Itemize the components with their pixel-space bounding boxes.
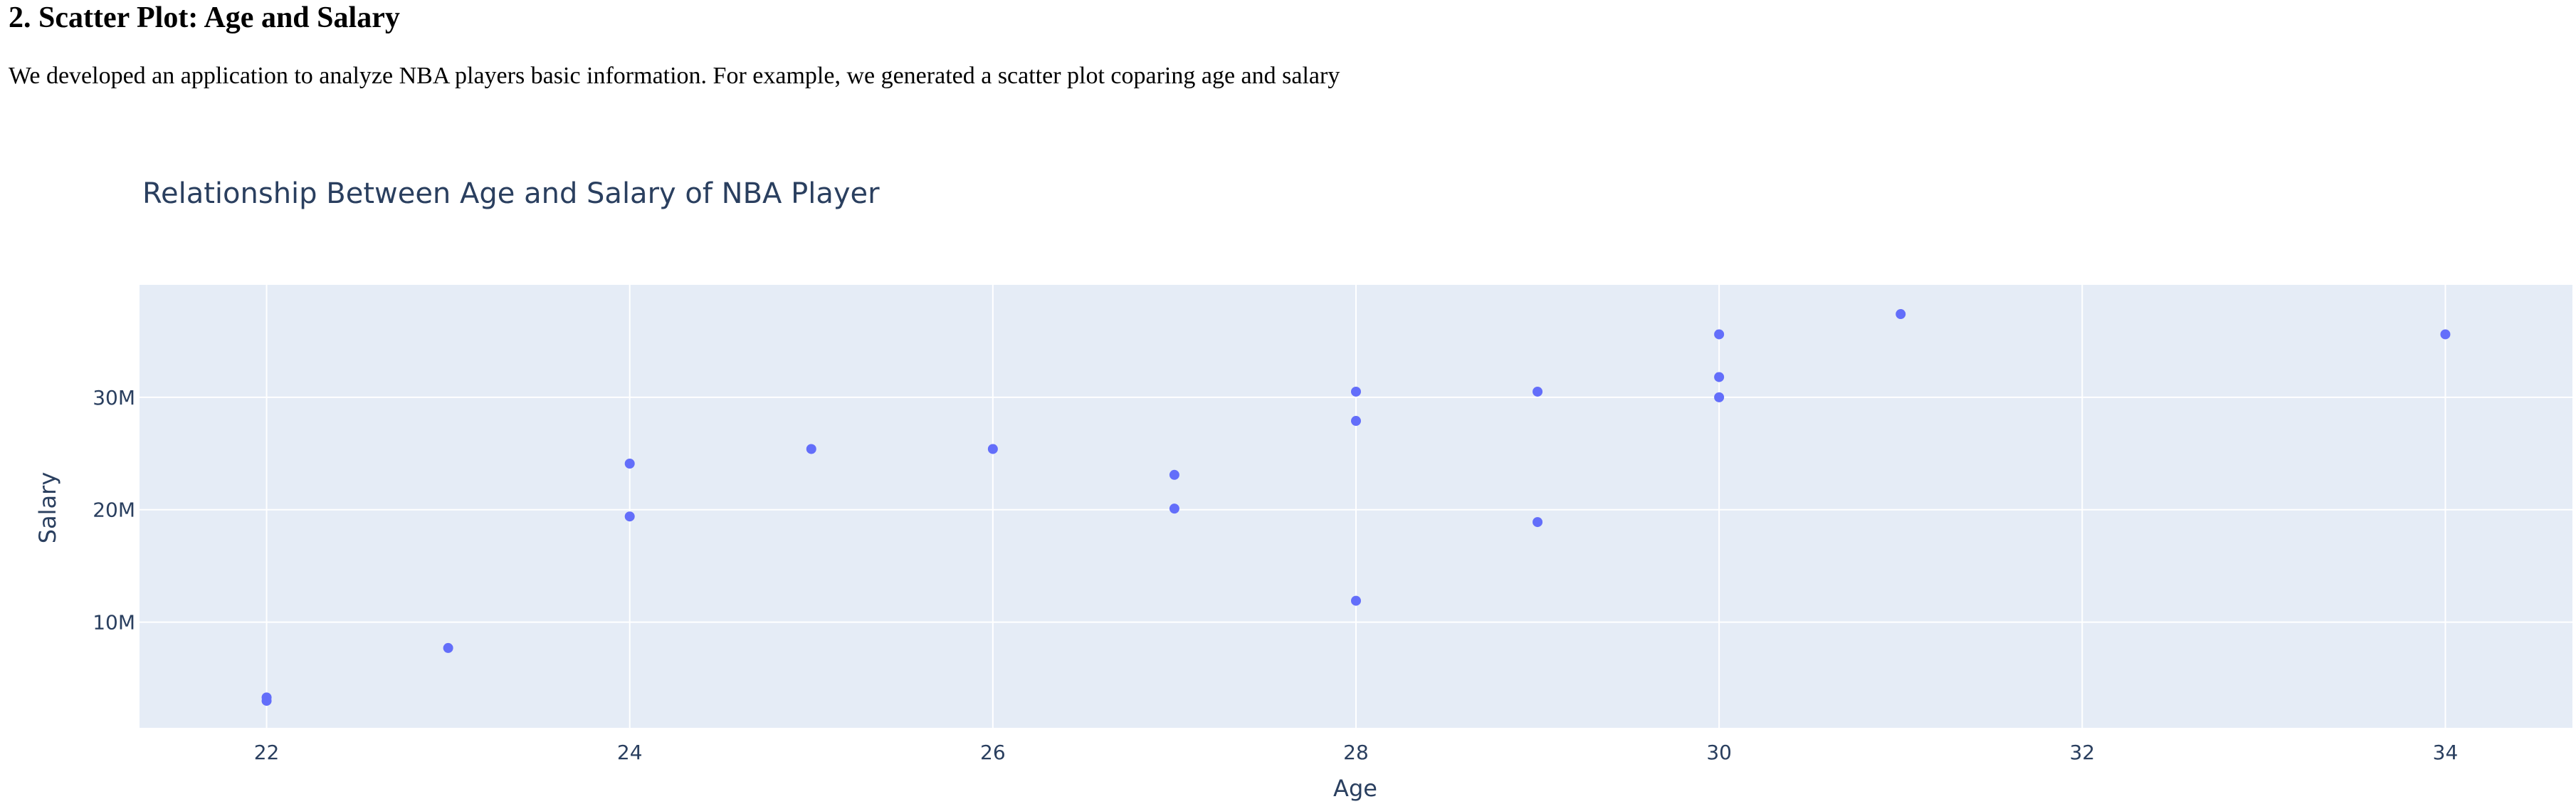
y-tick-label: 30M <box>93 386 135 409</box>
y-axis-label: Salary <box>34 472 61 544</box>
x-tick-label: 30 <box>1706 741 1732 764</box>
x-tick-label: 28 <box>1343 741 1369 764</box>
scatter-point[interactable] <box>1533 386 1543 397</box>
scatter-point[interactable] <box>1714 329 1725 340</box>
scatter-point[interactable] <box>806 444 816 454</box>
scatter-point[interactable] <box>1714 372 1725 382</box>
scatter-point[interactable] <box>987 444 998 454</box>
grid-lines <box>140 285 2572 728</box>
x-tick-label: 32 <box>2069 741 2095 764</box>
x-tick-label: 26 <box>980 741 1006 764</box>
scatter-point[interactable] <box>1896 309 1906 320</box>
scatter-point[interactable] <box>261 692 272 703</box>
section-description: We developed an application to analyze N… <box>9 63 1340 89</box>
scatter-point[interactable] <box>624 511 635 522</box>
scatter-point[interactable] <box>1169 503 1179 514</box>
chart-title: Relationship Between Age and Salary of N… <box>142 177 880 210</box>
section-title: 2. Scatter Plot: Age and Salary <box>9 1 400 34</box>
x-tick-label: 24 <box>617 741 643 764</box>
scatter-point[interactable] <box>1351 416 1361 427</box>
x-tick-label: 22 <box>254 741 280 764</box>
scatter-point[interactable] <box>1714 392 1725 402</box>
scatter-point[interactable] <box>443 642 453 653</box>
y-tick-label: 10M <box>93 611 135 635</box>
scatter-point[interactable] <box>1351 595 1361 606</box>
x-tick-label: 34 <box>2433 741 2459 764</box>
x-axis-label: Age <box>1333 775 1377 802</box>
data-points <box>261 309 2451 706</box>
scatter-point[interactable] <box>1351 386 1361 397</box>
scatter-point[interactable] <box>624 459 635 469</box>
scatter-point[interactable] <box>1169 469 1179 480</box>
axis-ticks: 22 24 26 28 30 32 34 10M 20M 30M <box>93 386 2458 764</box>
y-tick-label: 20M <box>93 499 135 522</box>
scatter-point[interactable] <box>2440 329 2451 340</box>
scatter-point[interactable] <box>1533 517 1543 528</box>
